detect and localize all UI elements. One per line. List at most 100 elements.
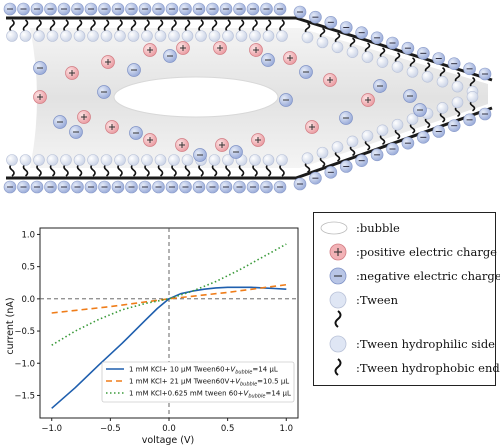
wall-charge [165,2,179,16]
negative-ion [299,65,313,79]
series-line-3 [51,243,287,346]
hydrophobic-tail [90,19,96,33]
tween-molecule [406,57,419,78]
negative-ion [339,111,353,125]
hydrophobic-tail [184,19,191,33]
wall-charge [309,171,322,185]
wall-charge [273,180,287,194]
wall-charge [273,2,287,16]
y-tick-label: 1.0 [21,230,35,240]
wall-charge [233,2,246,16]
hydrophobic-tail [238,163,245,177]
hydrophobic-tail [198,163,204,177]
hydrophilic-head [100,154,113,166]
wall-charge [339,21,353,34]
negative-ion [53,115,67,129]
hydrophilic-head [195,30,207,42]
hydrophobic-tail [117,19,123,33]
bubble [113,76,279,118]
legend-box [101,361,295,403]
tween-molecule [316,146,329,168]
tween-molecule [276,19,288,42]
tween-molecule [208,19,221,42]
wall-charge [3,180,17,194]
hydrophobic-tail [198,19,204,33]
tween-molecule [421,62,434,83]
hydrophilic-head [19,154,32,166]
hydrophilic-head [100,30,113,42]
hydrophilic-head [127,30,140,42]
legend-label: :Tween [356,293,398,307]
positive-ion [283,51,297,65]
hydrophilic-head [331,41,344,54]
wall-charge [57,2,71,16]
tween-molecule [6,154,18,177]
tween-molecule [60,154,72,177]
negative-ion [129,126,143,140]
hydrophobic-tail [211,163,218,177]
tween-molecule [249,19,261,42]
hydrophobic-tail-icon [320,357,356,379]
wall-charge [179,180,192,194]
tween-molecule [33,19,45,42]
hydrophilic-head [346,135,359,148]
wall-charge [246,180,260,194]
wall-charge [432,52,446,65]
hydrophobic-tail [130,163,137,177]
chart-legend: 1 mM KCl+ 10 μM Tween60+Vbubble=14 μL 1 m… [101,361,295,403]
positive-ion [143,43,157,57]
hydrophobic-tail [265,19,272,33]
hydrophobic-tail-icon [320,309,356,331]
positive-ion [361,93,375,107]
legend-row: :bubble [314,217,495,239]
hydrophobic-tail [63,19,69,33]
hydrophobic-tail [265,163,272,177]
hydrophobic-tail [130,19,137,33]
tween-molecule [391,118,404,140]
hydrophilic-head [276,30,288,42]
hydrophobic-tail [76,19,83,33]
hydrophobic-tail [9,163,15,177]
tween-molecule [276,154,288,177]
hydrophilic-head [249,154,261,166]
negative-ion [193,148,207,162]
wall-charge [206,180,219,194]
wall-charge [447,119,461,132]
hydrophilic-head [316,36,329,49]
wall-charge [71,2,84,16]
wall-charge [260,2,273,16]
hydrophilic-head [301,31,314,44]
legend-row: :negative electric charge [314,265,500,287]
hydrophilic-head [436,102,449,114]
y-axis-label: current (nA) [5,297,16,354]
legend-label: 1 mM KCl+0.625 mM tween 60+Vbubble=14 μL [129,390,291,400]
wall-charge [324,16,338,29]
tween-molecule [141,154,153,177]
legend-row: :Tween hydrophilic side [314,333,495,355]
hydrophilic-head [19,30,32,42]
wall-charge [192,180,206,194]
hydrophilic-head [73,30,86,42]
tween-molecule [451,96,464,118]
wall-charge [98,180,111,194]
tween-molecule [406,113,419,134]
legend-row: :positive electric charge [314,241,497,263]
hydrophobic-tail [22,163,29,177]
tween-molecule [114,19,126,42]
symbol-legend: :bubble:positive electric charge:negativ… [313,212,500,386]
hydrophobic-tail [238,19,245,33]
wall-charge [125,180,138,194]
tween-molecule [87,19,99,42]
tween-molecule [262,19,275,42]
tween-molecule [376,47,389,68]
y-tick-label: −1.5 [14,391,35,401]
series-lines [51,243,287,409]
tween-molecule [331,32,344,54]
tween-molecule [249,154,261,177]
hydrophobic-tail [90,163,96,177]
wall-charge [246,2,260,16]
hydrophobic-tail [117,163,123,177]
wall-charge [293,5,307,19]
x-tick-label: 0.0 [162,424,176,434]
hydrophobic-tail [225,19,231,33]
